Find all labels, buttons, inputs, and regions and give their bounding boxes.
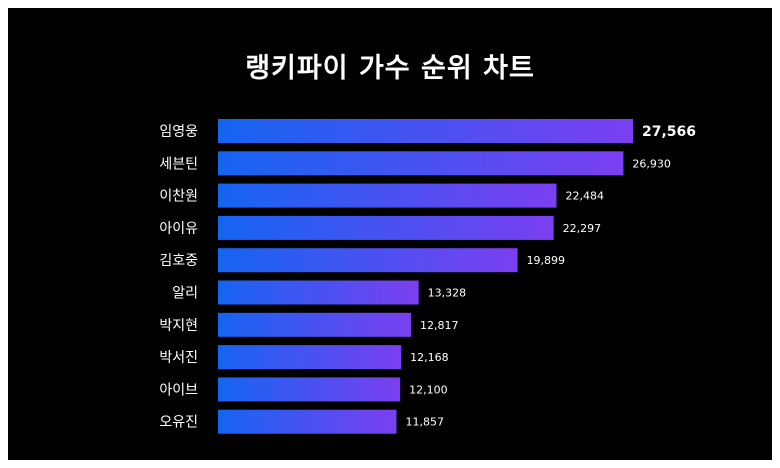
chart-title: 랭키파이 가수 순위 차트 xyxy=(245,53,535,84)
value-label: 11,857 xyxy=(406,416,445,429)
category-label: 세븐틴 xyxy=(159,156,198,172)
category-label: 박지현 xyxy=(159,318,198,334)
value-label: 27,566 xyxy=(642,124,696,140)
bar-0 xyxy=(218,119,633,143)
category-label: 아이유 xyxy=(159,221,198,237)
bar-4 xyxy=(218,248,518,273)
category-label: 아이브 xyxy=(159,382,198,398)
value-label: 19,899 xyxy=(527,254,566,267)
value-label: 22,484 xyxy=(565,190,604,203)
category-label: 김호중 xyxy=(159,253,198,269)
category-label: 이찬원 xyxy=(159,189,198,205)
value-label: 12,168 xyxy=(410,351,449,364)
value-label: 22,297 xyxy=(563,222,602,235)
value-label: 26,930 xyxy=(632,157,671,170)
bar-1 xyxy=(218,151,624,176)
bar-5 xyxy=(218,280,419,305)
value-label: 12,817 xyxy=(420,319,459,332)
category-label: 임영웅 xyxy=(159,124,198,140)
bar-7 xyxy=(218,345,402,370)
bar-2 xyxy=(218,183,557,208)
bar-9 xyxy=(218,409,397,434)
bar-6 xyxy=(218,312,411,337)
value-label: 12,100 xyxy=(409,383,448,396)
category-label: 박서진 xyxy=(159,350,198,366)
category-label: 알리 xyxy=(172,286,198,302)
bar-8 xyxy=(218,377,401,402)
category-label: 오유진 xyxy=(159,415,198,431)
value-label: 13,328 xyxy=(428,287,467,300)
bar-3 xyxy=(218,215,554,240)
